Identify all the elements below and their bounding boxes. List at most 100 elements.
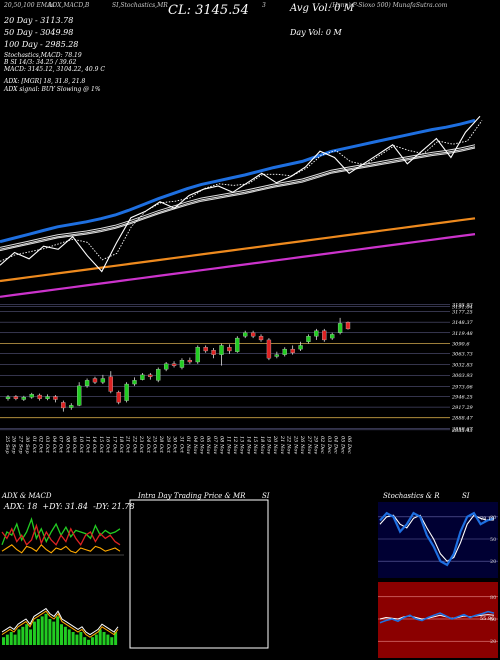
x-date-label: 22 Oct: [131, 435, 137, 454]
y-tick-label: 2858.67: [451, 427, 473, 433]
header-si-label: SI,Stochastics,MR: [112, 2, 168, 9]
candle-body: [163, 363, 169, 370]
y-tick-label: 2946.25: [451, 394, 473, 400]
adx-panel-title: ADX & MACD: [2, 492, 52, 500]
y-tick-label: 3063.73: [452, 351, 473, 357]
macd-bar: [67, 629, 71, 645]
x-date-label: 11 Oct: [85, 436, 91, 454]
x-date-label: 06 Nov: [205, 436, 211, 454]
macd-bar: [2, 637, 5, 645]
x-date-label: 20 Nov: [272, 435, 278, 454]
close-price: CL: 3145.54: [168, 3, 249, 18]
macd-bar: [79, 632, 83, 645]
macd-bar: [32, 621, 36, 645]
candle-body: [187, 359, 193, 363]
x-date-label: 18 Nov: [259, 436, 265, 454]
intraday-title: Intra Day Trading Price & MR: [138, 492, 246, 500]
macd-bar: [56, 616, 60, 645]
candle-body: [5, 396, 11, 399]
rsi-tick: 80: [490, 595, 496, 601]
x-date-label: 05 Dec: [339, 436, 345, 454]
candle-body: [274, 354, 279, 357]
macd-bar: [90, 637, 94, 645]
adx-value: ADX: [MGR] 18, 31.8, 21.8: [4, 78, 86, 85]
x-date-label: 30 Sep: [24, 436, 30, 454]
stoch-tick: 20: [490, 559, 496, 565]
macd-bar: [60, 624, 63, 645]
macd-bar: [25, 624, 29, 645]
candle-body: [211, 350, 216, 355]
y-tick-label: 3191.04: [452, 304, 473, 310]
macd-bar: [87, 639, 91, 645]
candle-body: [219, 345, 224, 355]
x-date-label: 11 Nov: [225, 436, 231, 454]
candle-body: [227, 347, 232, 352]
candle-body: [92, 378, 98, 383]
x-date-label: 02 Oct: [38, 436, 44, 454]
candle-body: [69, 405, 74, 408]
x-date-label: 14 Oct: [91, 436, 97, 454]
x-date-label: 25 Oct: [152, 435, 158, 454]
macd-bar: [48, 619, 52, 645]
macd-bar: [114, 632, 118, 645]
rsi-bg: [378, 582, 498, 658]
ema50-line-c: [0, 144, 476, 248]
macd-bar: [29, 629, 33, 645]
candle-body: [13, 396, 19, 399]
macd-bar: [83, 637, 87, 645]
macd-bar: [36, 619, 40, 645]
x-date-label: 10 Oct: [78, 436, 84, 454]
candle-body: [337, 323, 343, 333]
x-date-label: 21 Nov: [279, 435, 285, 454]
candle-body: [84, 380, 90, 387]
macd-bar: [9, 632, 13, 645]
ema100-value: 100 Day - 2985.28: [4, 40, 79, 49]
x-date-label: 30 Oct: [172, 436, 178, 454]
stoch-bg: [378, 502, 498, 578]
x-date-label: 07 Oct: [58, 436, 64, 454]
adx-label: ADX: 18: [4, 502, 38, 511]
candle-body: [243, 332, 248, 337]
rsi-tick: 20: [490, 639, 496, 645]
stoch-tick: 50: [490, 537, 496, 543]
candle-body: [132, 380, 137, 385]
candle-body: [250, 332, 256, 337]
macd-bar: [13, 634, 17, 645]
header-ema-label: 20,50,100 EMAs: [4, 2, 55, 9]
rsi-value-label: 55.86: [480, 616, 494, 622]
macd-bar: [102, 632, 106, 645]
y-tick-label: 3195.93: [452, 303, 473, 309]
ema100-line: [0, 217, 476, 283]
x-date-label: 01 Oct: [31, 436, 37, 454]
ema20-line: [0, 118, 476, 244]
x-date-label: 26 Nov: [299, 435, 305, 454]
adx-minus-line: [1, 523, 121, 547]
ema50-line-b: [0, 146, 476, 250]
x-date-label: 03 Dec: [326, 436, 332, 454]
x-date-label: 07 Nov: [212, 436, 218, 454]
x-date-label: 08 Oct: [64, 436, 70, 454]
x-date-label: 25 Nov: [292, 435, 298, 454]
y-tick-label: 2855.43: [451, 428, 473, 434]
adx-panel-values: ADX: 18 +DY: 31.84 -DY: 21.78: [4, 502, 135, 511]
macd-bar: [75, 634, 79, 645]
x-date-label: 16 Oct: [105, 436, 111, 454]
adx-signal: ADX signal: BUY Slowing @ 1%: [4, 86, 101, 93]
macd-signal-line: [1, 610, 119, 638]
ema50-value: 50 Day - 3049.98: [4, 28, 74, 37]
candle-body: [61, 402, 66, 409]
x-date-label: 27 Sep: [17, 435, 23, 454]
y-tick-label: 2973.06: [451, 385, 473, 391]
x-date-label: 06 Dec: [346, 436, 352, 454]
x-date-label: 03 Oct: [44, 436, 50, 454]
x-date-label: 25 Sep: [4, 435, 10, 454]
x-date-label: 05 Nov: [199, 436, 205, 454]
candle-body: [298, 345, 303, 350]
candle-body: [235, 337, 240, 352]
y-tick-label: 3119.48: [452, 331, 473, 337]
x-date-label: 04 Dec: [333, 436, 339, 454]
ema200-line: [0, 233, 476, 298]
x-date-label: 02 Dec: [319, 436, 325, 454]
candle-body: [266, 339, 272, 359]
x-date-label: 27 Nov: [306, 435, 312, 454]
